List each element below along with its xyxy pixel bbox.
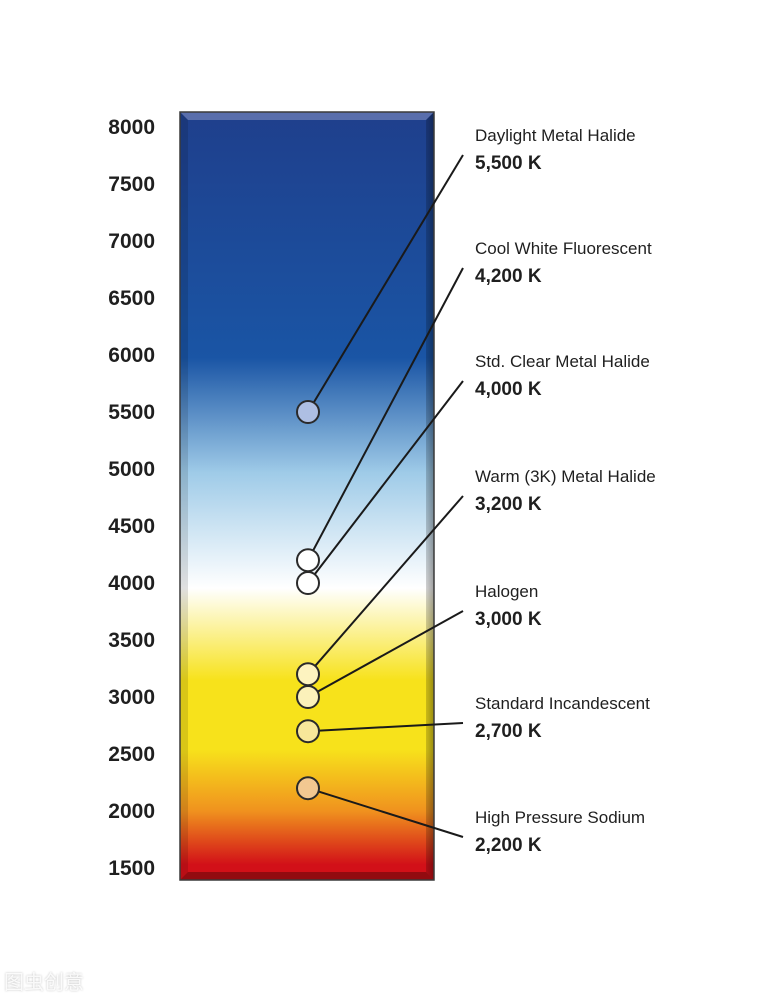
bar-bevel-top <box>180 112 434 120</box>
bar-bevel-right <box>426 112 434 880</box>
source-temperature-label: 3,000 K <box>475 609 542 630</box>
source-temperature-label: 3,200 K <box>475 494 542 515</box>
bar-bevel-bottom <box>180 872 434 880</box>
leader-line <box>307 267 464 561</box>
source-name-label: Std. Clear Metal Halide <box>475 352 650 371</box>
source-name-label: Cool White Fluorescent <box>475 239 652 258</box>
source-name-label: Warm (3K) Metal Halide <box>475 467 656 486</box>
scale-tick-label: 5000 <box>108 458 155 481</box>
source-name-label: High Pressure Sodium <box>475 808 645 827</box>
source-name-label: Standard Incandescent <box>475 694 650 713</box>
scale-tick-label: 5500 <box>108 401 155 424</box>
source-temperature-label: 4,000 K <box>475 379 542 400</box>
scale-tick-label: 2500 <box>108 743 155 766</box>
scale-tick-label: 6500 <box>108 287 155 310</box>
source-temperature-label: 2,700 K <box>475 721 542 742</box>
leader-line <box>307 495 464 675</box>
scale-tick-label: 2000 <box>108 800 155 823</box>
leader-line <box>307 154 464 413</box>
leader-line <box>307 722 464 733</box>
temperature-gradient <box>180 112 434 880</box>
source-temperature-label: 5,500 K <box>475 153 542 174</box>
source-markers <box>296 400 320 801</box>
scale-tick-label: 1500 <box>108 857 155 880</box>
scale-tick-label: 3000 <box>108 686 155 709</box>
leader-lines <box>307 154 464 838</box>
leader-line <box>307 787 464 838</box>
source-marker <box>296 662 320 687</box>
bar-outline <box>179 111 435 881</box>
bar-bevel-left <box>180 112 188 880</box>
leader-line <box>307 610 464 698</box>
source-marker <box>296 685 320 709</box>
scale-tick-label: 6000 <box>108 344 155 367</box>
source-marker <box>296 400 320 424</box>
source-temperature-label: 4,200 K <box>475 266 542 287</box>
source-marker <box>296 548 320 573</box>
kelvin-scale: 8000 7500 7000 6500 6000 5500 5000 4500 4000 3500… <box>108 116 155 880</box>
temperature-bar <box>179 111 435 881</box>
source-name-label: Halogen <box>475 582 538 601</box>
source-marker <box>296 719 320 744</box>
scale-tick-label: 7500 <box>108 173 155 196</box>
scale-tick-label: 7000 <box>108 230 155 253</box>
watermark-text: 图虫创意 <box>4 970 84 994</box>
leader-line <box>307 380 464 584</box>
source-temperature-label: 2,200 K <box>475 835 542 856</box>
source-labels: Daylight Metal Halide 5,500 K Cool White F… <box>475 126 656 856</box>
source-name-label: Daylight Metal Halide <box>475 126 636 145</box>
scale-tick-label: 8000 <box>108 116 155 139</box>
scale-tick-label: 4500 <box>108 515 155 538</box>
source-marker <box>296 776 320 801</box>
scale-tick-label: 4000 <box>108 572 155 595</box>
scale-tick-label: 3500 <box>108 629 155 652</box>
source-marker <box>296 571 320 595</box>
